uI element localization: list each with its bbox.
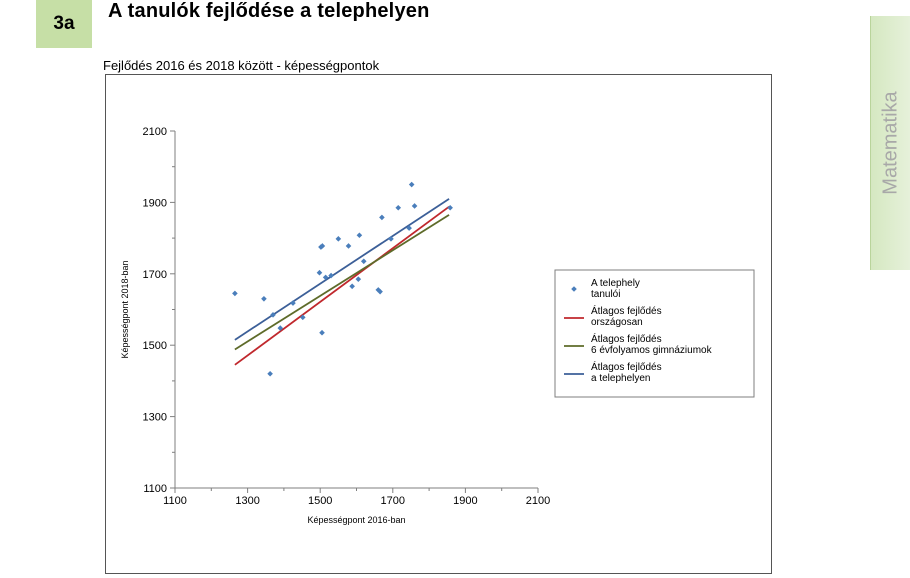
scatter-point xyxy=(319,243,326,249)
legend-label: országosan xyxy=(591,317,643,328)
scatter-point xyxy=(349,283,355,290)
y-axis-label: Képességpont 2018-ban xyxy=(120,260,130,358)
x-tick-label: 1100 xyxy=(163,495,187,507)
legend-label: A telephely xyxy=(591,278,640,289)
legend-label: Átlagos fejlődés xyxy=(591,332,662,345)
scatter-point xyxy=(360,258,367,265)
scatter-point xyxy=(377,288,383,295)
legend-label: tanulói xyxy=(591,289,620,300)
y-tick-label: 1900 xyxy=(143,197,167,209)
legend-label: 6 évfolyamos gimnáziumok xyxy=(591,345,713,356)
scatter-point xyxy=(388,236,394,242)
x-tick-label: 1700 xyxy=(381,495,405,507)
subject-tab-label: Matematika xyxy=(879,91,901,195)
scatter-point xyxy=(356,232,363,239)
scatter-chart: 1100 1300 1500 1700 1900 2100 1100 1300 1500 1700… xyxy=(120,126,755,525)
trend-line-gimnazium xyxy=(234,214,450,351)
scatter-point xyxy=(277,325,284,331)
trend-line-telephely xyxy=(234,198,450,341)
section-badge: 3a xyxy=(36,0,92,48)
scatter-point xyxy=(322,274,329,281)
scatter-point xyxy=(406,225,412,231)
y-tick-label: 1700 xyxy=(143,269,167,281)
chart-title: Fejlődés 2016 és 2018 között - képességp… xyxy=(103,58,380,73)
x-tick-label: 1900 xyxy=(453,495,477,507)
scatter-point xyxy=(408,181,415,188)
scatter-point xyxy=(261,295,267,302)
y-tick-label: 1500 xyxy=(143,340,167,352)
x-tick-label: 1500 xyxy=(308,495,332,507)
subject-tab[interactable]: Matematika xyxy=(870,16,910,270)
legend-label: Átlagos fejlődés xyxy=(591,360,662,373)
scatter-point xyxy=(328,272,334,279)
y-tick-label: 1100 xyxy=(143,483,167,495)
scatter-point xyxy=(299,314,306,321)
scatter-point xyxy=(335,236,342,242)
scatter-point xyxy=(355,276,362,282)
scatter-point xyxy=(379,214,385,221)
trend-line-orszagos xyxy=(234,205,450,366)
legend-box xyxy=(554,269,755,398)
scatter-point xyxy=(345,243,352,249)
x-axis-label: Képességpont 2016-ban xyxy=(307,515,405,525)
legend-label: Átlagos fejlődés xyxy=(591,304,662,317)
scatter-point xyxy=(395,204,402,211)
chart-frame: 1100 1300 1500 1700 1900 2100 1100 1300 1500 1700… xyxy=(105,74,772,574)
legend-label: a telephelyen xyxy=(591,373,651,384)
x-tick-label: 1300 xyxy=(235,495,259,507)
y-tick-label: 2100 xyxy=(143,126,167,138)
scatter-point xyxy=(232,290,238,297)
page-title: A tanulók fejlődése a telephelyen xyxy=(108,0,430,22)
scatter-point xyxy=(316,269,323,276)
scatter-point xyxy=(267,370,273,377)
scatter-point xyxy=(290,300,296,306)
scatter-point xyxy=(447,204,453,211)
scatter-point xyxy=(270,312,276,318)
scatter-point xyxy=(411,203,418,209)
y-tick-label: 1300 xyxy=(143,412,167,424)
x-tick-label: 2100 xyxy=(526,495,550,507)
scatter-point xyxy=(319,329,325,336)
